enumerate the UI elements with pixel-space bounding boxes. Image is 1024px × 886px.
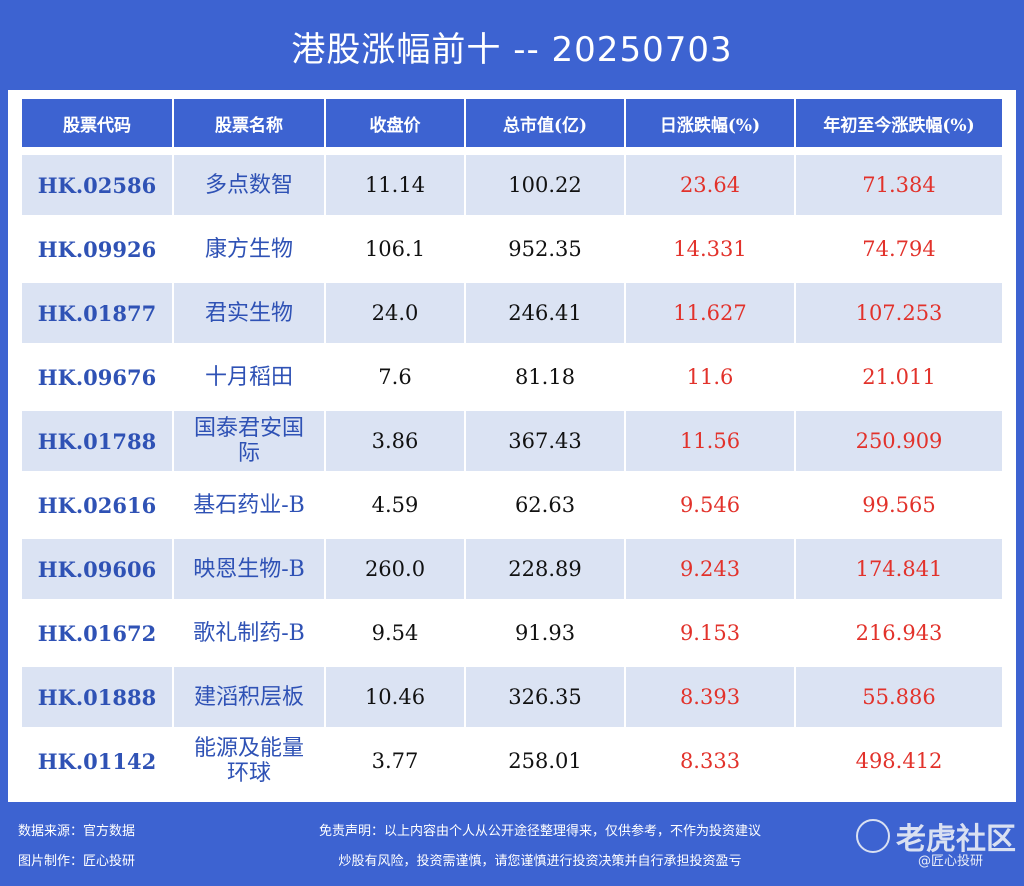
cell-ytd-change: 498.412: [796, 731, 1002, 795]
header-name: 股票名称: [174, 99, 324, 155]
cell-marketcap: 952.35: [466, 219, 624, 283]
header-close: 收盘价: [326, 99, 464, 155]
table-header-row: 股票代码 股票名称 收盘价 总市值(亿) 日涨跌幅(%) 年初至今涨跌幅(%): [22, 99, 1002, 155]
cell-name: 基石药业-B: [174, 475, 324, 539]
disclaimer-line-1: 免责声明：以上内容由个人从公开途径整理得来，仅供参考，不作为投资建议: [318, 824, 761, 839]
stock-name-text: 康方生物: [204, 236, 293, 262]
cell-daily-change: 9.243: [626, 539, 794, 603]
watermark-text: 老虎社区: [896, 822, 1016, 857]
cell-close: 4.59: [326, 475, 464, 539]
cell-code: HK.02586: [22, 155, 172, 219]
cell-name: 多点数智: [174, 155, 324, 219]
cell-name: 歌礼制药-B: [174, 603, 324, 667]
stock-name-text: 基石药业-B: [193, 492, 305, 518]
stock-name-text: 能源及能量环球: [193, 736, 304, 786]
cell-ytd-change: 99.565: [796, 475, 1002, 539]
cell-name: 能源及能量环球: [174, 731, 324, 795]
stock-table: 股票代码 股票名称 收盘价 总市值(亿) 日涨跌幅(%) 年初至今涨跌幅(%) …: [20, 99, 1004, 795]
cell-ytd-change: 74.794: [796, 219, 1002, 283]
stock-name-text: 映恩生物-B: [193, 556, 305, 582]
cell-ytd-change: 174.841: [796, 539, 1002, 603]
table-row: HK.01888 建滔积层板 10.46 326.35 8.393 55.886: [22, 667, 1002, 731]
table-row: HK.09926 康方生物 106.1 952.35 14.331 74.794: [22, 219, 1002, 283]
footer: 数据来源：官方数据 图片制作：匠心投研 免责声明：以上内容由个人从公开途径整理得…: [0, 806, 1024, 886]
watermark: 老虎社区: [856, 814, 1016, 858]
cell-marketcap: 228.89: [466, 539, 624, 603]
cell-daily-change: 9.546: [626, 475, 794, 539]
header-daily-change: 日涨跌幅(%): [626, 99, 794, 155]
cell-ytd-change: 250.909: [796, 411, 1002, 475]
cell-name: 康方生物: [174, 219, 324, 283]
table-row: HK.09606 映恩生物-B 260.0 228.89 9.243 174.841: [22, 539, 1002, 603]
data-source: 数据来源：官方数据: [18, 824, 136, 839]
cell-marketcap: 246.41: [466, 283, 624, 347]
stock-name-text: 建滔积层板: [193, 684, 304, 710]
stock-name-text: 歌礼制药-B: [193, 620, 305, 646]
cell-marketcap: 81.18: [466, 347, 624, 411]
cell-daily-change: 11.627: [626, 283, 794, 347]
cell-daily-change: 14.331: [626, 219, 794, 283]
cell-code: HK.01672: [22, 603, 172, 667]
cell-ytd-change: 71.384: [796, 155, 1002, 219]
cell-marketcap: 100.22: [466, 155, 624, 219]
cell-close: 11.14: [326, 155, 464, 219]
cell-code: HK.09606: [22, 539, 172, 603]
header-ytd-change: 年初至今涨跌幅(%): [796, 99, 1002, 155]
cell-marketcap: 367.43: [466, 411, 624, 475]
table-row: HK.01672 歌礼制药-B 9.54 91.93 9.153 216.943: [22, 603, 1002, 667]
cell-marketcap: 62.63: [466, 475, 624, 539]
header-code: 股票代码: [22, 99, 172, 155]
cell-daily-change: 9.153: [626, 603, 794, 667]
stock-name-text: 君实生物: [204, 300, 293, 326]
cell-close: 7.6: [326, 347, 464, 411]
cell-close: 106.1: [326, 219, 464, 283]
cell-marketcap: 91.93: [466, 603, 624, 667]
cell-marketcap: 258.01: [466, 731, 624, 795]
stock-name-text: 国泰君安国际: [193, 416, 304, 466]
cell-name: 国泰君安国际: [174, 411, 324, 475]
stock-name-text: 多点数智: [204, 172, 293, 198]
stock-name-text: 十月稻田: [204, 364, 293, 390]
cell-ytd-change: 55.886: [796, 667, 1002, 731]
cell-close: 24.0: [326, 283, 464, 347]
cell-close: 9.54: [326, 603, 464, 667]
cell-code: HK.09676: [22, 347, 172, 411]
cell-code: HK.01142: [22, 731, 172, 795]
cell-daily-change: 8.333: [626, 731, 794, 795]
cell-daily-change: 11.56: [626, 411, 794, 475]
image-maker: 图片制作：匠心投研: [18, 854, 136, 869]
table-panel: 股票代码 股票名称 收盘价 总市值(亿) 日涨跌幅(%) 年初至今涨跌幅(%) …: [8, 90, 1016, 802]
cell-close: 3.77: [326, 731, 464, 795]
cell-code: HK.01788: [22, 411, 172, 475]
table-row: HK.01788 国泰君安国际 3.86 367.43 11.56 250.909: [22, 411, 1002, 475]
cell-daily-change: 8.393: [626, 667, 794, 731]
tiger-logo-icon: [856, 819, 890, 853]
header-marketcap: 总市值(亿): [466, 99, 624, 155]
cell-marketcap: 326.35: [466, 667, 624, 731]
disclaimer-line-2: 炒股有风险，投资需谨慎，请您谨慎进行投资决策并自行承担投资盈亏: [338, 854, 742, 869]
table-row: HK.01877 君实生物 24.0 246.41 11.627 107.253: [22, 283, 1002, 347]
cell-ytd-change: 21.011: [796, 347, 1002, 411]
watermark-author: @匠心投研: [918, 854, 984, 869]
cell-name: 映恩生物-B: [174, 539, 324, 603]
cell-ytd-change: 216.943: [796, 603, 1002, 667]
cell-code: HK.01888: [22, 667, 172, 731]
cell-close: 260.0: [326, 539, 464, 603]
cell-close: 10.46: [326, 667, 464, 731]
cell-ytd-change: 107.253: [796, 283, 1002, 347]
cell-code: HK.01877: [22, 283, 172, 347]
cell-code: HK.02616: [22, 475, 172, 539]
cell-close: 3.86: [326, 411, 464, 475]
table-row: HK.02616 基石药业-B 4.59 62.63 9.546 99.565: [22, 475, 1002, 539]
cell-daily-change: 23.64: [626, 155, 794, 219]
table-row: HK.09676 十月稻田 7.6 81.18 11.6 21.011: [22, 347, 1002, 411]
table-row: HK.01142 能源及能量环球 3.77 258.01 8.333 498.412: [22, 731, 1002, 795]
cell-code: HK.09926: [22, 219, 172, 283]
cell-daily-change: 11.6: [626, 347, 794, 411]
table-row: HK.02586 多点数智 11.14 100.22 23.64 71.384: [22, 155, 1002, 219]
cell-name: 十月稻田: [174, 347, 324, 411]
page-title: 港股涨幅前十 -- 20250703: [291, 29, 733, 70]
cell-name: 君实生物: [174, 283, 324, 347]
cell-name: 建滔积层板: [174, 667, 324, 731]
